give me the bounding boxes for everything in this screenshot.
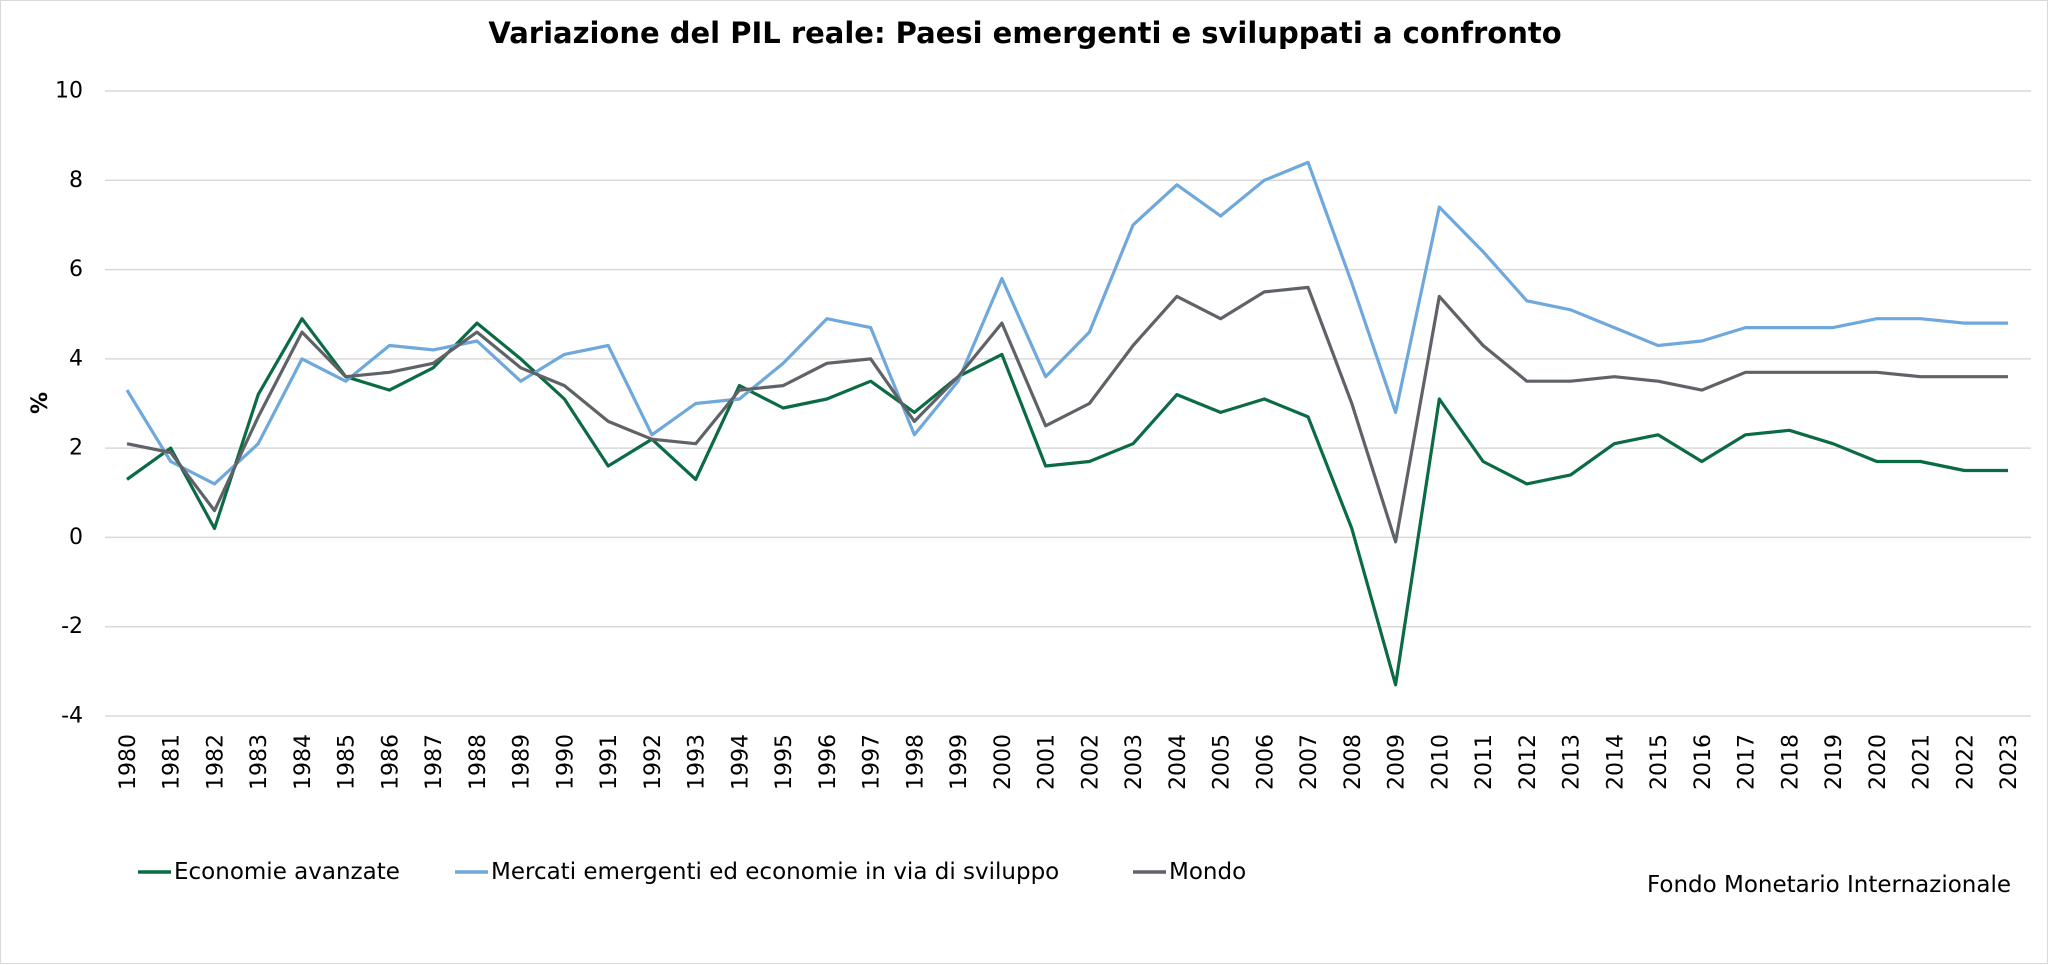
- x-tick-label: 1990: [553, 734, 578, 790]
- source-note: Fondo Monetario Internazionale: [1647, 872, 2011, 898]
- x-tick-label: 1985: [335, 734, 360, 790]
- gridlines: [105, 90, 2031, 717]
- x-tick-label: 1988: [466, 734, 491, 790]
- y-tick-label: -2: [61, 614, 83, 639]
- legend: Economie avanzate Mercati emergenti ed ec…: [138, 859, 1246, 885]
- x-tick-label: 1993: [685, 734, 710, 790]
- y-tick-label: -4: [61, 704, 83, 729]
- x-tick-label: 1981: [160, 734, 185, 790]
- x-tick-label: 2020: [1866, 734, 1891, 790]
- x-tick-label: 1991: [597, 734, 622, 790]
- x-tick-label: 2000: [991, 734, 1016, 790]
- x-tick-label: 1997: [860, 734, 885, 790]
- x-tick-label: 2019: [1822, 734, 1847, 790]
- y-tick-label: 6: [69, 257, 83, 282]
- x-tick-label: 1992: [641, 734, 666, 790]
- y-axis-ticks: 10 8 6 4 2 0 -2 -4: [55, 79, 83, 729]
- x-tick-label: 2004: [1166, 734, 1191, 790]
- x-tick-label: 2013: [1560, 734, 1585, 790]
- x-tick-label: 2016: [1691, 734, 1716, 790]
- x-tick-label: 2010: [1428, 734, 1453, 790]
- x-tick-label: 2009: [1385, 734, 1410, 790]
- x-tick-label: 2014: [1603, 734, 1628, 790]
- series-line-1: [125, 160, 2008, 486]
- y-axis-label: %: [28, 392, 53, 414]
- x-tick-label: 2003: [1122, 734, 1147, 790]
- x-tick-label: 1980: [116, 734, 141, 790]
- x-tick-label: 1987: [422, 734, 447, 790]
- x-tick-label: 1994: [728, 734, 753, 790]
- x-tick-label: 1982: [203, 734, 228, 790]
- x-tick-label: 2011: [1472, 734, 1497, 790]
- y-tick-label: 4: [69, 346, 83, 371]
- x-tick-label: 2017: [1735, 734, 1760, 790]
- x-tick-label: 2001: [1035, 734, 1060, 790]
- series-line-2: [126, 285, 2008, 544]
- legend-label: Mondo: [1169, 859, 1246, 885]
- chart-title: Variazione del PIL reale: Paesi emergent…: [488, 16, 1561, 50]
- series-lines: [125, 160, 2008, 687]
- x-tick-label: 2005: [1210, 734, 1235, 790]
- y-tick-label: 0: [69, 525, 83, 550]
- x-tick-label: 2008: [1341, 734, 1366, 790]
- x-tick-label: 1986: [378, 734, 403, 790]
- x-tick-label: 2022: [1953, 734, 1978, 790]
- legend-label: Mercati emergenti ed economie in via di …: [491, 859, 1059, 885]
- x-tick-label: 1996: [816, 734, 841, 790]
- x-tick-label: 1989: [510, 734, 535, 790]
- x-tick-label: 2007: [1297, 734, 1322, 790]
- x-tick-label: 2015: [1647, 734, 1672, 790]
- x-axis-ticks: 1980 1981 1982 1983 1984 1985 1986 1987 1988 1989…: [116, 734, 2022, 790]
- x-tick-label: 1999: [947, 734, 972, 790]
- legend-label: Economie avanzate: [174, 859, 400, 885]
- x-tick-label: 1998: [903, 734, 928, 790]
- series-line-0: [126, 317, 2008, 687]
- x-tick-label: 2002: [1078, 734, 1103, 790]
- x-tick-label: 2012: [1516, 734, 1541, 790]
- x-tick-label: 1984: [291, 734, 316, 790]
- x-tick-label: 2023: [1997, 734, 2022, 790]
- x-tick-label: 1983: [247, 734, 272, 790]
- x-tick-label: 2006: [1253, 734, 1278, 790]
- y-tick-label: 8: [69, 168, 83, 193]
- y-tick-label: 10: [55, 79, 83, 104]
- x-tick-label: 1995: [772, 734, 797, 790]
- x-tick-label: 2018: [1778, 734, 1803, 790]
- x-tick-label: 2021: [1910, 734, 1935, 790]
- y-tick-label: 2: [69, 436, 83, 461]
